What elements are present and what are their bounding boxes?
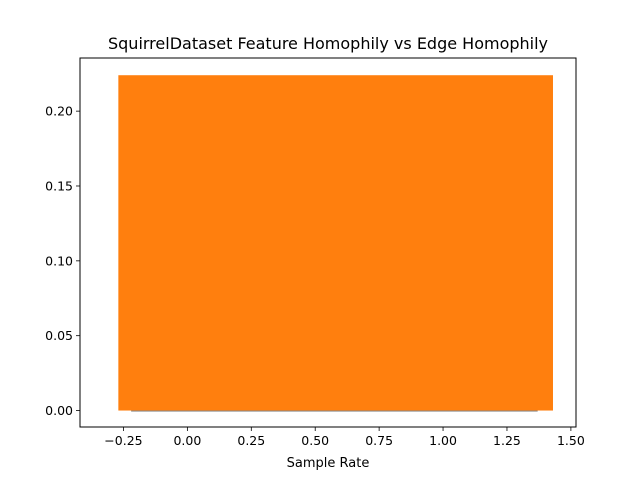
x-tick-label: 1.50 <box>557 433 585 448</box>
x-tick-label: 0.25 <box>237 433 265 448</box>
plot-frame <box>79 57 577 428</box>
y-tick-label: 0.00 <box>45 403 73 418</box>
x-tick-label: 0.00 <box>173 433 201 448</box>
x-tick-label: 1.25 <box>493 433 521 448</box>
y-axis-ticks: 0.00 0.05 0.10 0.15 0.20 <box>45 104 80 418</box>
x-tick-label: −0.25 <box>104 433 142 448</box>
x-axis-label: Sample Rate <box>287 456 370 471</box>
y-tick-label: 0.05 <box>45 328 73 343</box>
x-tick-label: 0.75 <box>365 433 393 448</box>
x-tick-label: 1.00 <box>429 433 457 448</box>
x-axis-ticks: −0.25 0.00 0.25 0.50 0.75 1.00 1.25 1.50 <box>104 427 585 448</box>
bar-series-1-0 <box>118 75 553 411</box>
y-tick-label: 0.15 <box>45 178 73 193</box>
y-tick-label: 0.10 <box>45 253 73 268</box>
x-tick-label: 0.50 <box>301 433 329 448</box>
y-tick-label: 0.20 <box>45 104 73 119</box>
bar-series-0-0 <box>131 410 538 412</box>
chart-title: SquirrelDataset Feature Homophily vs Edg… <box>108 34 548 53</box>
bars-layer <box>118 75 553 412</box>
